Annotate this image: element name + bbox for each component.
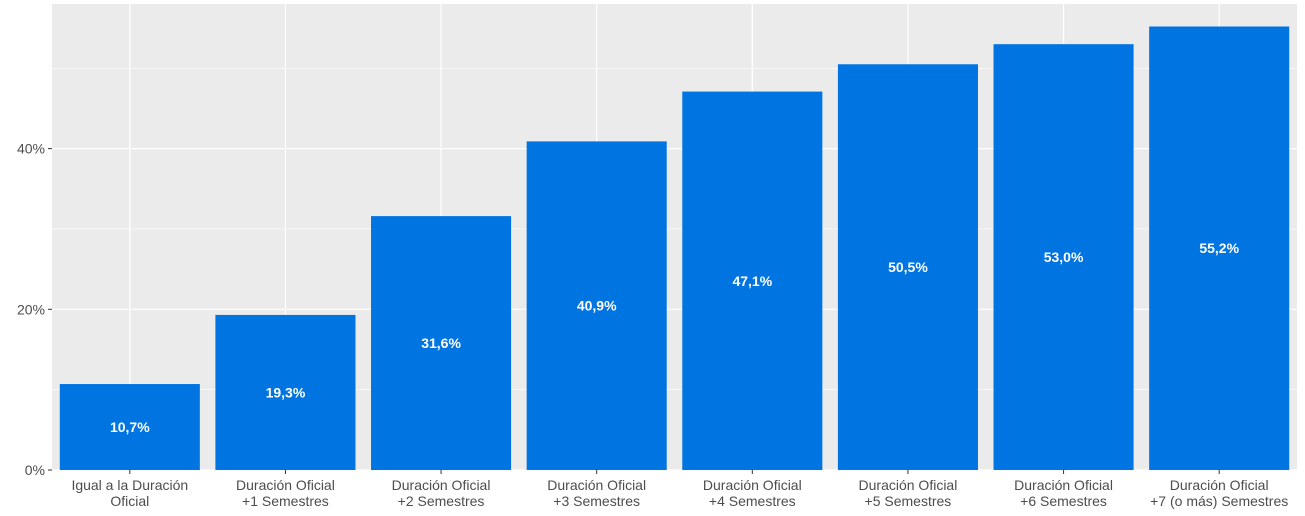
- x-tick-label: Duración Oficial +7 (o más) Semestres: [1150, 477, 1288, 509]
- x-tick-label: Duración Oficial +5 Semestres: [859, 477, 958, 509]
- x-tick-label: Duración Oficial +2 Semestres: [392, 477, 491, 509]
- data-label: 53,0%: [1044, 249, 1084, 265]
- x-tick-label-line: Oficial: [110, 493, 149, 509]
- x-tick-label-line: +3 Semestres: [553, 493, 640, 509]
- x-tick-label-line: Duración Oficial: [392, 477, 491, 493]
- x-tick-label: Duración Oficial +6 Semestres: [1014, 477, 1113, 509]
- x-tick-label-line: +1 Semestres: [242, 493, 329, 509]
- x-tick-label: Duración Oficial +4 Semestres: [703, 477, 802, 509]
- x-tick-label-line: +5 Semestres: [865, 493, 952, 509]
- data-label: 10,7%: [110, 419, 150, 435]
- data-label: 19,3%: [266, 384, 306, 400]
- x-tick-label-line: +7 (o más) Semestres: [1150, 493, 1288, 509]
- y-tick-label: 20%: [17, 301, 45, 317]
- bar: [526, 141, 667, 470]
- bar: [682, 91, 823, 470]
- bar: [837, 64, 978, 471]
- x-axis: Igual a la Duración Oficial Duración Ofici…: [71, 470, 1288, 509]
- bar: [371, 216, 512, 470]
- bar: [993, 44, 1134, 470]
- x-tick-label: Duración Oficial +3 Semestres: [547, 477, 646, 509]
- x-tick-label: Igual a la Duración Oficial: [71, 477, 188, 509]
- y-tick-label: 0%: [25, 462, 45, 478]
- bar: [59, 384, 200, 470]
- data-label: 31,6%: [421, 335, 461, 351]
- x-tick-label-line: Duración Oficial: [547, 477, 646, 493]
- bars: 10,7% 19,3% 31,6% 40,9% 47,1% 50,5% 53,0% 55,2%: [59, 26, 1290, 471]
- x-tick-label-line: Igual a la Duración: [71, 477, 188, 493]
- data-label: 55,2%: [1199, 240, 1239, 256]
- x-tick-label-line: Duración Oficial: [859, 477, 958, 493]
- data-label: 50,5%: [888, 259, 928, 275]
- bar: [1149, 26, 1290, 470]
- x-tick-label-line: +2 Semestres: [398, 493, 485, 509]
- y-tick-label: 40%: [17, 141, 45, 157]
- x-tick-label-line: +6 Semestres: [1020, 493, 1107, 509]
- x-tick-label-line: Duración Oficial: [703, 477, 802, 493]
- x-tick-label-line: +4 Semestres: [709, 493, 796, 509]
- data-label: 40,9%: [577, 298, 617, 314]
- y-axis: 0% 20% 40%: [17, 141, 52, 478]
- x-tick-label-line: Duración Oficial: [1170, 477, 1269, 493]
- x-tick-label-line: Duración Oficial: [1014, 477, 1113, 493]
- x-tick-label-line: Duración Oficial: [236, 477, 335, 493]
- x-tick-label: Duración Oficial +1 Semestres: [236, 477, 335, 509]
- data-label: 47,1%: [732, 273, 772, 289]
- bar: [215, 314, 356, 470]
